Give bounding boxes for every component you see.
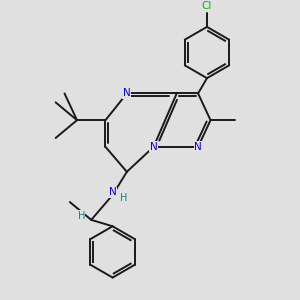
Text: N: N [194,142,202,152]
Text: H: H [78,211,85,220]
Text: N: N [150,142,158,152]
Text: N: N [123,88,131,98]
Text: H: H [120,193,128,203]
Text: N: N [109,187,116,197]
Text: Cl: Cl [202,1,212,11]
